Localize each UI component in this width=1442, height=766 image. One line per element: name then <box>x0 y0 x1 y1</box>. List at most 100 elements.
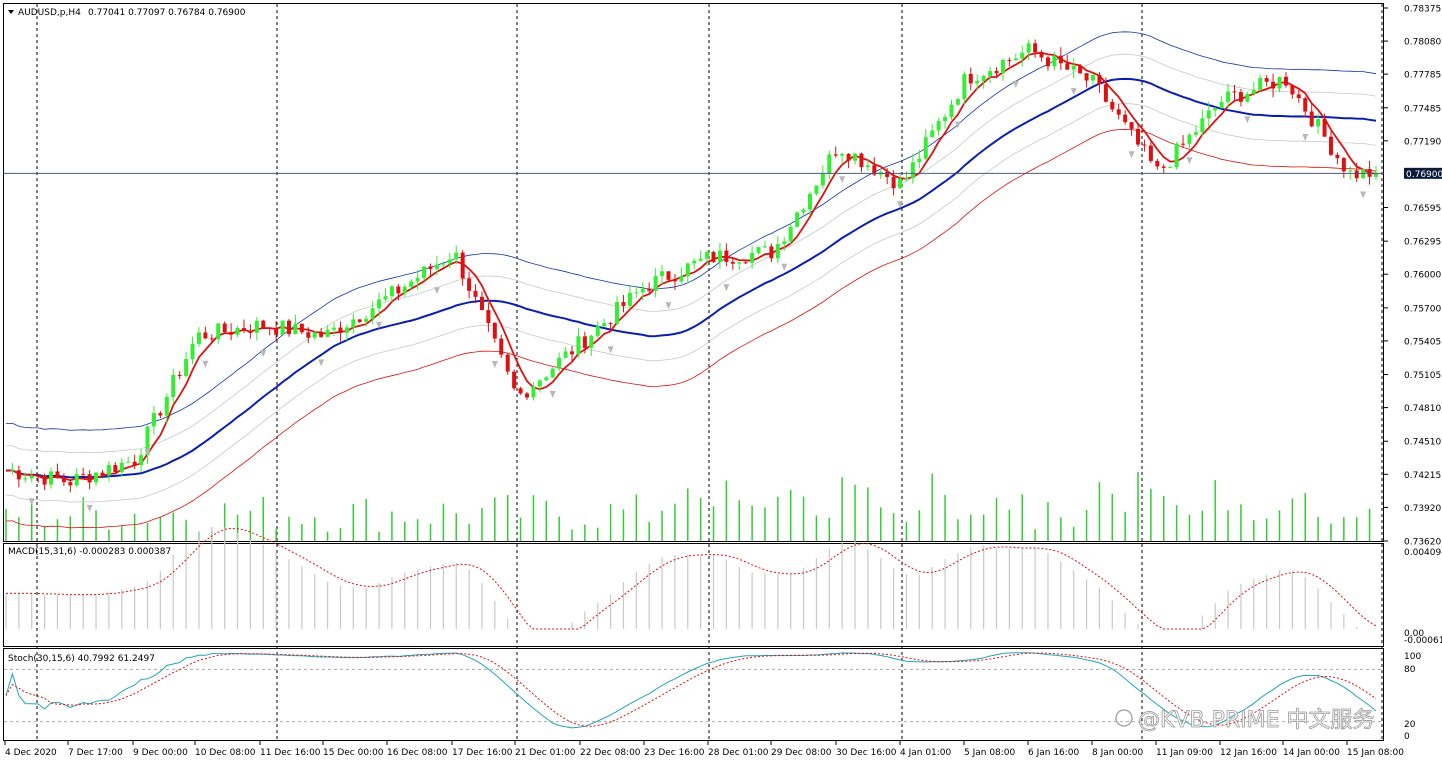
chart-menu-triangle-icon[interactable] <box>8 10 14 14</box>
time-tick-label: 11 Jan 09:00 <box>1156 748 1213 758</box>
candle-body <box>814 185 819 194</box>
candle-body <box>621 301 626 306</box>
candle-body <box>988 71 993 76</box>
candle-body <box>274 328 279 335</box>
candle-body <box>441 263 446 265</box>
candle-body <box>743 262 748 264</box>
candle-body <box>370 308 375 319</box>
candle-body <box>16 470 21 480</box>
candle-body <box>936 121 941 131</box>
candle-body <box>640 288 645 293</box>
candle-body <box>962 73 967 100</box>
candle-body <box>1348 170 1353 172</box>
candle-body <box>788 226 793 242</box>
candle-body <box>1123 114 1128 123</box>
stochastic-indicator <box>4 652 1383 729</box>
candle-body <box>1219 101 1224 109</box>
candle-body <box>1007 60 1012 62</box>
fractal-down-icon <box>897 201 904 209</box>
fractal-down-icon <box>665 302 672 310</box>
candle-body <box>865 165 870 168</box>
candle-body <box>762 246 767 248</box>
candle-body <box>151 413 156 427</box>
main-pane-frame <box>3 3 1384 542</box>
vertical-gridlines <box>36 4 1383 741</box>
candle-body <box>910 162 915 178</box>
candle-body <box>660 271 665 276</box>
candle-body <box>820 173 825 186</box>
candle-body <box>36 475 41 477</box>
candle-body <box>49 471 54 485</box>
stoch-pane-frame <box>3 648 1384 741</box>
candle-body <box>164 396 169 416</box>
candle-body <box>1232 91 1237 93</box>
candle-body <box>608 323 613 325</box>
candle-body <box>306 332 311 338</box>
candle-body <box>184 359 189 376</box>
candle-body <box>943 117 948 122</box>
price-tick-label: 0.73920 <box>1404 504 1441 514</box>
time-tick-label: 10 Dec 08:00 <box>195 748 256 758</box>
candle-body <box>904 177 909 179</box>
macd-axis-top: 0.004098 <box>1404 548 1442 558</box>
candle-body <box>801 209 806 213</box>
candle-body <box>106 465 111 476</box>
price-tick-label: 0.75105 <box>1404 371 1441 381</box>
volume-histogram <box>5 471 1371 541</box>
candle-body <box>126 461 131 463</box>
candle-body <box>1316 119 1321 127</box>
candle-body <box>171 374 176 397</box>
fractal-markers <box>28 80 1367 512</box>
candlesticks <box>10 39 1378 493</box>
fractal-down-icon <box>28 498 35 506</box>
candle-body <box>1374 173 1378 177</box>
candle-body <box>1168 167 1173 169</box>
candle-body <box>1200 118 1205 133</box>
candle-body <box>209 338 214 340</box>
candle-body <box>486 310 491 323</box>
stoch-axis-100: 100 <box>1404 652 1421 662</box>
candle-body <box>1264 78 1269 82</box>
fractal-down-icon <box>1360 191 1367 199</box>
price-tick-label: 0.78080 <box>1404 38 1441 48</box>
ohlc-header: 0.77041 0.77097 0.76784 0.76900 <box>88 8 246 18</box>
candle-body <box>319 332 324 337</box>
fractal-down-icon <box>839 176 846 184</box>
candle-body <box>389 286 394 297</box>
candle-body <box>563 351 568 358</box>
candle-body <box>499 338 504 355</box>
candle-body <box>1039 52 1044 58</box>
candle-body <box>87 474 92 483</box>
price-tick-label: 0.75700 <box>1404 304 1441 314</box>
macd-axis-zero: 0.00 <box>1404 629 1424 639</box>
symbol-header: AUDUSD,p,H4 <box>18 8 81 18</box>
candle-body <box>61 477 66 483</box>
candle-body <box>241 328 246 331</box>
candle-body <box>357 319 362 322</box>
candle-body <box>132 461 137 466</box>
fractal-down-icon <box>549 391 556 399</box>
candle-body <box>94 472 99 483</box>
candle-body <box>524 393 529 398</box>
candle-body <box>955 99 960 105</box>
candle-body <box>827 154 832 174</box>
candle-body <box>113 465 118 473</box>
candle-body <box>415 277 420 282</box>
price-tick-label: 0.74810 <box>1404 404 1441 414</box>
candle-body <box>859 153 864 168</box>
macd-header: MACD(15,31,6) -0.000283 0.000387 <box>8 547 171 557</box>
candle-body <box>885 171 890 177</box>
fractal-down-icon <box>144 448 151 456</box>
fractal-down-icon <box>491 360 498 368</box>
watermark: @KVB PRIME 中文服务 <box>1115 708 1375 733</box>
candle-body <box>454 252 459 260</box>
stoch-axis-0: 0 <box>1404 732 1410 742</box>
candle-body <box>711 252 716 262</box>
candle-body <box>930 130 935 138</box>
fractal-down-icon <box>433 287 440 295</box>
envelope-upper-outer <box>5 31 1377 431</box>
candle-body <box>1084 73 1089 81</box>
candle-body <box>287 320 292 335</box>
